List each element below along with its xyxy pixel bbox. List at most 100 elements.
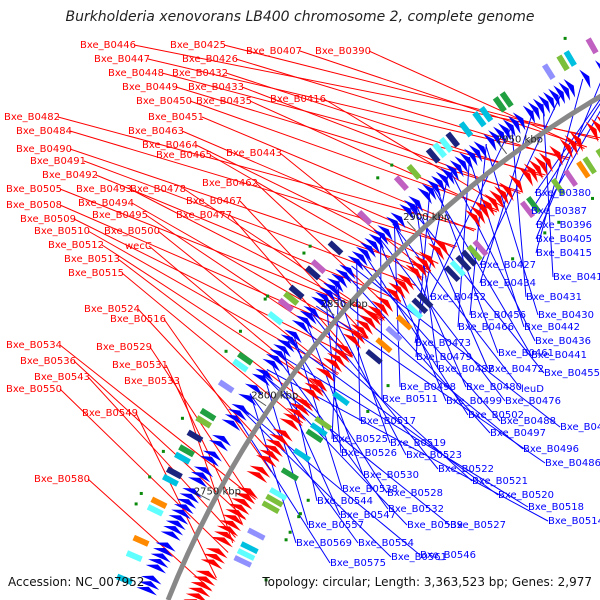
right-gene-label: Bxe_B0441 [531,350,587,361]
gene-arrow [388,282,406,299]
marker-dot [308,244,312,248]
gene-arrow [203,553,226,564]
left-gene-label: Bxe_B0505 [6,184,62,195]
gene-arrow [319,287,336,302]
gene-arrow [330,347,350,363]
gene-arrow [383,286,402,304]
feature-block [393,175,409,192]
gene-arrow [289,402,310,417]
gene-arrow [360,242,376,258]
left-gene-label: Bxe_B0465 [156,150,212,161]
feature-block [186,429,204,443]
feature-block [305,428,324,444]
left-leader-line [323,98,504,208]
right-leader-line [277,353,529,508]
gene-arrow [199,455,219,467]
tick-line [324,307,335,316]
gene-arrow [291,320,310,334]
right-leader-line [432,187,532,356]
left-gene-label: Bxe_B0426 [182,54,238,65]
gene-arrow [512,112,526,131]
gene-arrow [219,520,241,532]
marker-dot [390,163,394,167]
right-leader-line [450,171,536,342]
gene-arrow [473,141,487,159]
gene-arrow [190,471,211,483]
accession-text: Accession: NC_007952 [8,575,145,589]
right-gene-label: Bxe_B0517 [360,416,416,427]
left-leader-line [255,182,393,311]
gene-arrow [405,264,423,282]
gene-arrow [362,309,381,326]
gene-arrow [212,434,231,447]
feature-block [217,379,235,394]
gene-arrow [372,229,389,245]
feature-block [288,284,305,300]
right-gene-label: Bxe_B0519 [390,438,446,449]
gene-arrow [468,144,483,163]
right-gene-label: Bxe_B0498 [400,382,456,393]
right-gene-label: Bxe_B0442 [524,322,580,333]
right-leader-line [415,189,431,358]
left-leader-line [175,86,523,193]
gene-arrow [502,119,516,138]
left-leader-line [149,346,255,504]
right-leader-line [530,102,600,212]
gene-arrow [155,542,176,552]
feature-block [309,422,328,437]
gene-arrow [148,558,169,569]
feature-block [232,358,249,373]
left-gene-label: Bxe_B0513 [64,254,120,265]
feature-block [563,50,577,67]
feature-block [479,106,494,123]
gene-arrow [272,428,293,442]
gene-arrow [449,160,464,178]
gene-arrow [396,273,415,291]
right-gene-label: Bxe_B0456 [470,310,526,321]
left-gene-label: Bxe_B0529 [96,342,152,353]
gene-arrow [386,216,402,233]
right-gene-label: Bxe_B0487 [438,364,494,375]
right-gene-label: Bxe_B0479 [416,352,472,363]
right-leader-line [276,356,389,510]
left-leader-line [137,308,279,461]
gene-arrow [216,525,239,537]
right-gene-label: Bxe_B0499 [446,396,502,407]
gene-arrow [508,174,524,194]
left-leader-line [239,200,369,338]
right-leader-line [249,393,297,544]
right-gene-label: Bxe_B0461 [498,348,554,359]
left-gene-label: Bxe_B0390 [315,46,371,57]
left-gene-label: Bxe_B0432 [172,68,228,79]
feature-block [304,265,321,281]
feature-block [550,177,566,196]
feature-block [332,391,350,407]
right-leader-line [263,373,309,526]
marker-dot [557,220,561,224]
feature-block [236,351,254,366]
right-leader-line [351,265,561,428]
right-leader-line [535,110,600,226]
backbone-arc [165,93,600,600]
gene-arrow [469,205,486,225]
feature-block [406,303,423,320]
right-gene-label: Bxe_B0520 [498,490,554,501]
right-gene-label: Bxe_B0528 [387,488,443,499]
gene-arrow [303,305,321,320]
left-gene-label: Bxe_B0524 [84,304,140,315]
gene-arrow [479,197,495,217]
left-gene-label: Bxe_B0463 [128,126,184,137]
left-gene-label: Bxe_B0451 [148,112,204,123]
feature-block [438,136,454,154]
feature-block [146,504,164,517]
gene-arrow [408,195,424,213]
left-leader-line [201,116,475,232]
left-gene-label: Bxe_B0449 [122,82,178,93]
marker-dot [139,491,143,495]
feature-block [240,541,259,555]
gene-arrow [276,339,295,353]
gene-arrow [185,593,206,600]
tick-line [406,220,416,231]
left-leader-line [101,244,327,391]
